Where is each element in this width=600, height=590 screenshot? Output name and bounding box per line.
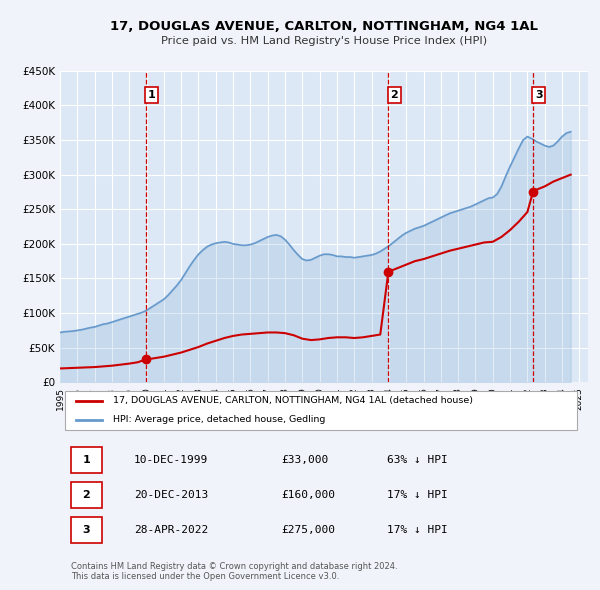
FancyBboxPatch shape — [65, 392, 577, 430]
Text: 1: 1 — [83, 455, 90, 465]
Text: 28-APR-2022: 28-APR-2022 — [134, 525, 208, 535]
Text: £33,000: £33,000 — [282, 455, 329, 465]
Text: £275,000: £275,000 — [282, 525, 336, 535]
Text: 17, DOUGLAS AVENUE, CARLTON, NOTTINGHAM, NG4 1AL (detached house): 17, DOUGLAS AVENUE, CARLTON, NOTTINGHAM,… — [113, 396, 473, 405]
Text: 2: 2 — [391, 90, 398, 100]
Text: £160,000: £160,000 — [282, 490, 336, 500]
Text: Price paid vs. HM Land Registry's House Price Index (HPI): Price paid vs. HM Land Registry's House … — [161, 37, 487, 46]
Text: 3: 3 — [535, 90, 542, 100]
Text: Contains HM Land Registry data © Crown copyright and database right 2024.
This d: Contains HM Land Registry data © Crown c… — [71, 562, 397, 581]
Text: 2: 2 — [83, 490, 90, 500]
Text: 10-DEC-1999: 10-DEC-1999 — [134, 455, 208, 465]
FancyBboxPatch shape — [71, 447, 102, 473]
Text: 17, DOUGLAS AVENUE, CARLTON, NOTTINGHAM, NG4 1AL: 17, DOUGLAS AVENUE, CARLTON, NOTTINGHAM,… — [110, 20, 538, 33]
Text: 17% ↓ HPI: 17% ↓ HPI — [388, 525, 448, 535]
Text: 20-DEC-2013: 20-DEC-2013 — [134, 490, 208, 500]
Text: 63% ↓ HPI: 63% ↓ HPI — [388, 455, 448, 465]
Text: 3: 3 — [83, 525, 90, 535]
Text: HPI: Average price, detached house, Gedling: HPI: Average price, detached house, Gedl… — [113, 415, 325, 424]
Text: 1: 1 — [148, 90, 155, 100]
FancyBboxPatch shape — [71, 482, 102, 508]
FancyBboxPatch shape — [71, 517, 102, 543]
Text: 17% ↓ HPI: 17% ↓ HPI — [388, 490, 448, 500]
